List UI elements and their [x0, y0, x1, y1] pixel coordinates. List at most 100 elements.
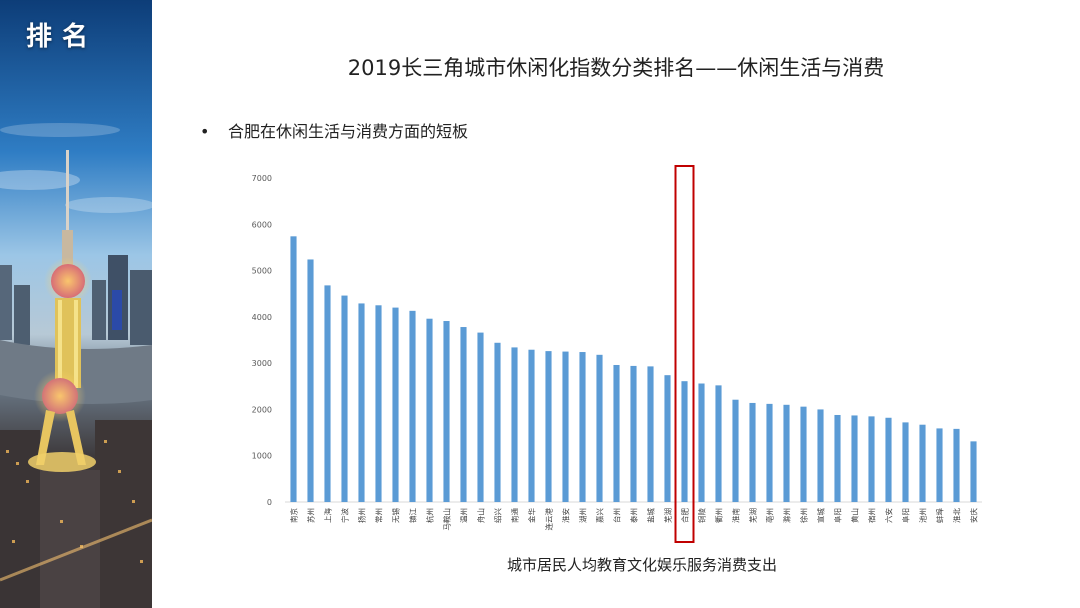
bar: [477, 332, 484, 502]
bar-chart: 0 1000 2000 3000 4000 5000 6000 7000 南京 苏州 上海 宁波 扬州常…: [252, 165, 982, 543]
x-tick-label: 安庆: [969, 508, 979, 523]
city-skyline-photo: [0, 0, 152, 608]
y-tick-label: 1000: [252, 452, 272, 461]
slide-title: 2019长三角城市休闲化指数分类排名——休闲生活与消费: [347, 56, 885, 80]
bar: [630, 365, 637, 502]
x-tick-label: 六安: [884, 508, 894, 523]
x-tick-label: 铜陵: [697, 508, 707, 523]
bar: [358, 303, 365, 502]
x-tick-label: 滁州: [782, 508, 792, 523]
bar: [698, 383, 705, 502]
x-tick-label: 宁波: [340, 508, 350, 523]
x-tick-label: 淮安: [561, 508, 571, 523]
bullet-dot-icon: •: [200, 122, 210, 141]
x-tick-label: 扬州: [357, 508, 367, 523]
x-tick-label: 嘉兴: [595, 508, 605, 523]
bar: [341, 295, 348, 502]
y-tick-label: 0: [267, 498, 272, 507]
bar: [800, 406, 807, 502]
bar: [715, 385, 722, 502]
bar: [953, 428, 960, 502]
x-tick-label: 亳州: [765, 508, 775, 523]
bar: [392, 307, 399, 502]
x-tick-label: 淮南: [731, 508, 741, 523]
bar: [936, 428, 943, 502]
bar: [783, 404, 790, 502]
bar: [817, 409, 824, 502]
bar: [970, 441, 977, 502]
bar: [613, 364, 620, 502]
bar: [443, 321, 450, 502]
bar: [834, 414, 841, 502]
x-tick-label: 合肥: [680, 508, 690, 523]
x-tick-label: 上海: [323, 508, 333, 523]
x-tick-label: 常州: [375, 508, 384, 523]
bar: [511, 347, 518, 502]
x-tick-label: 金华: [527, 508, 537, 523]
x-tick-label: 蚌埠: [935, 508, 945, 523]
y-tick-label: 7000: [252, 174, 272, 183]
x-tick-label: 台州: [612, 508, 622, 523]
y-tick-label: 3000: [252, 359, 272, 368]
bar: [647, 366, 654, 502]
bullet-point: • 合肥在休闲生活与消费方面的短板: [200, 118, 468, 142]
x-tick-label: 无锡: [392, 508, 401, 523]
x-tick-label: 宣城: [816, 508, 826, 523]
x-tick-label: 马鞍山: [442, 508, 452, 531]
y-tick-label: 5000: [252, 267, 272, 276]
bar: [919, 424, 926, 502]
bar: [596, 354, 603, 502]
x-tick-label: 徐州: [799, 508, 809, 523]
y-tick-label: 6000: [252, 220, 272, 229]
bar: [528, 349, 535, 502]
x-tick-label: 宿州: [867, 508, 877, 523]
bar: [545, 351, 552, 502]
bar: [460, 327, 467, 502]
x-axis-title: 城市居民人均教育文化娱乐服务消费支出: [506, 556, 777, 574]
x-tick-label: 镇江: [408, 508, 418, 523]
x-tick-label: 芜湖: [748, 508, 758, 523]
bar: [324, 285, 331, 502]
bar: [681, 381, 688, 502]
highlight-box: [674, 165, 695, 543]
bar: [409, 310, 416, 502]
x-tick-label: 湖州: [579, 508, 588, 523]
x-tick-label: 南京: [289, 508, 299, 523]
x-tick-label: 阜阳: [833, 508, 843, 523]
x-tick-label: 连云港: [544, 508, 554, 531]
bar: [902, 422, 909, 502]
bar: [749, 402, 756, 502]
x-tick-label: 芜湖: [663, 508, 673, 523]
x-tick-label: 苏州: [306, 508, 316, 523]
x-tick-label: 衢州: [714, 508, 724, 523]
x-tick-label: 杭州: [425, 508, 435, 523]
x-tick-label: 阜阳: [901, 508, 911, 523]
bar: [494, 342, 501, 502]
bar: [426, 318, 433, 502]
bar: [375, 305, 382, 502]
y-tick-label: 2000: [252, 405, 272, 414]
x-tick-label: 盐城: [646, 508, 656, 523]
bar: [562, 351, 569, 502]
bar: [290, 236, 297, 502]
bar: [868, 416, 875, 502]
x-tick-label: 池州: [918, 508, 928, 523]
bar: [664, 375, 671, 502]
bar: [766, 403, 773, 502]
x-tick-label: 舟山: [476, 508, 486, 523]
section-label: 排名: [26, 22, 99, 52]
bar: [851, 415, 858, 502]
x-tick-label: 绍兴: [493, 508, 503, 523]
y-tick-label: 4000: [252, 313, 272, 322]
bar: [732, 399, 739, 502]
x-tick-label: 泰州: [629, 508, 639, 523]
bar: [579, 352, 586, 502]
x-tick-label: 温州: [460, 508, 469, 523]
sidebar-photo-panel: 排名: [0, 0, 152, 608]
x-tick-label: 淮北: [952, 508, 962, 523]
bullet-text: 合肥在休闲生活与消费方面的短板: [228, 122, 469, 141]
x-tick-label: 南通: [510, 508, 520, 523]
bar: [885, 417, 892, 502]
bar: [307, 259, 314, 502]
x-tick-label: 黄山: [850, 508, 860, 523]
